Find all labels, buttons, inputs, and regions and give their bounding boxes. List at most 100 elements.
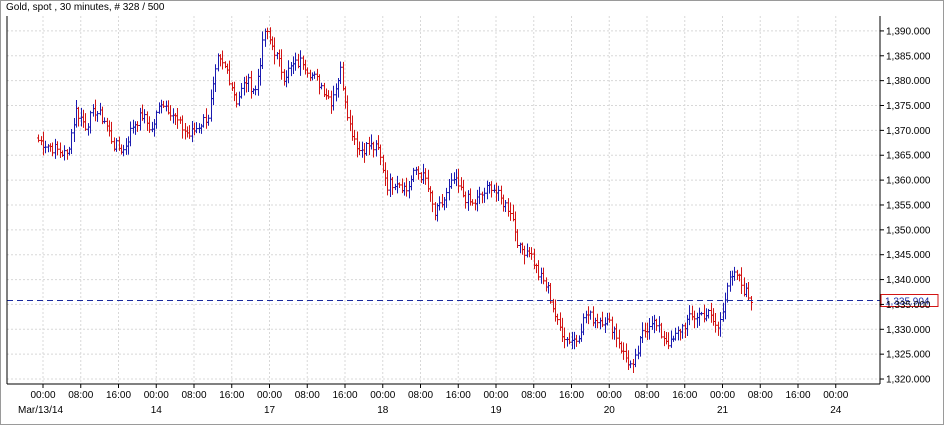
ohlc-bar (405, 177, 408, 197)
ohlc-bar (379, 144, 382, 166)
ohlc-bar (247, 73, 250, 92)
ohlc-bar (110, 121, 113, 144)
x-tick-label: 08:00 (634, 390, 659, 401)
x-tick-label: 00:00 (144, 390, 169, 401)
ohlc-bar (445, 187, 448, 208)
ohlc-bar (629, 360, 632, 369)
y-tick-label: 1,340.000 (886, 275, 931, 286)
ohlc-bar (299, 50, 302, 76)
ohlc-bar (674, 327, 677, 341)
ohlc-bar (332, 85, 335, 111)
y-tick-label: 1,350.000 (886, 225, 931, 236)
ohlc-bar (747, 281, 750, 301)
ohlc-bar (280, 49, 283, 80)
ohlc-bar (51, 142, 54, 157)
ohlc-bar (391, 177, 394, 195)
ohlc-bar (509, 202, 512, 221)
ohlc-bar (129, 121, 132, 147)
ohlc-bar (254, 85, 257, 96)
ohlc-bar (542, 267, 545, 285)
ohlc-bar (327, 90, 330, 100)
ohlc-bar (634, 348, 637, 368)
ohlc-bar (556, 313, 559, 325)
ohlc-bar (707, 308, 710, 319)
ohlc-bar (504, 199, 507, 212)
ohlc-bar (162, 100, 165, 109)
x-tick-label: 16:00 (219, 390, 244, 401)
x-day-label: 18 (377, 405, 389, 416)
ohlc-bar (294, 52, 297, 71)
ohlc-bar (450, 173, 453, 189)
ohlc-bar (398, 182, 401, 189)
x-tick-label: 00:00 (597, 390, 622, 401)
ohlc-bar (478, 186, 481, 205)
y-tick-label: 1,375.000 (886, 101, 931, 112)
ohlc-bar (77, 106, 80, 127)
ohlc-bar (287, 60, 290, 84)
y-tick-label: 1,390.000 (886, 26, 931, 37)
x-tick-label: 16:00 (106, 390, 131, 401)
ohlc-bar (320, 82, 323, 90)
ohlc-bar (155, 110, 158, 129)
ohlc-bar (136, 121, 139, 132)
y-tick-label: 1,380.000 (886, 76, 931, 87)
y-tick-label: 1,335.000 (886, 300, 931, 311)
x-day-label: 14 (151, 405, 163, 416)
ohlc-bar (537, 260, 540, 281)
current-price-line: 1,335.904 (7, 294, 939, 308)
ohlc-bar (719, 312, 722, 337)
ohlc-bar (438, 196, 441, 211)
ohlc-bar (358, 141, 361, 156)
x-day-label: 19 (490, 405, 502, 416)
ohlc-bar (202, 114, 205, 128)
y-tick-label: 1,330.000 (886, 325, 931, 336)
ohlc-bar (733, 266, 736, 281)
ohlc-bar (483, 187, 486, 203)
ohlc-bar (693, 310, 696, 329)
ohlc-bar (372, 141, 375, 158)
x-tick-label: 16:00 (672, 390, 697, 401)
ohlc-bar (750, 296, 753, 311)
ohlc-bar (89, 110, 92, 134)
ohlc-bar (235, 92, 238, 108)
x-day-label: 24 (830, 405, 842, 416)
ohlc-bar (641, 322, 644, 343)
y-tick-label: 1,365.000 (886, 151, 931, 162)
x-tick-label: 00:00 (257, 390, 282, 401)
ohlc-bar (188, 125, 191, 139)
x-tick-label: 16:00 (559, 390, 584, 401)
ohlc-bar (589, 310, 592, 320)
ohlc-bar (660, 322, 663, 339)
x-day-label: 20 (604, 405, 616, 416)
x-tick-label: 08:00 (181, 390, 206, 401)
ohlc-bar (700, 311, 703, 316)
x-tick-label: 08:00 (521, 390, 546, 401)
ohlc-bar (424, 168, 427, 185)
ohlc-bar (412, 167, 415, 183)
y-tick-label: 1,385.000 (886, 51, 931, 62)
ohlc-bar (365, 141, 368, 156)
ohlc-bar (431, 190, 434, 213)
ohlc-bar (195, 122, 198, 134)
ohlc-bar (214, 64, 217, 93)
ohlc-bar (615, 323, 618, 348)
ohlc-bar (667, 332, 670, 350)
x-day-label: 21 (717, 405, 729, 416)
ohlc-bar (601, 311, 604, 328)
ohlc-bar (568, 332, 571, 345)
ohlc-bar (44, 140, 47, 154)
ohlc-bar (70, 128, 73, 155)
ohlc-bar (103, 117, 106, 124)
chart-title: Gold, spot , 30 minutes, # 328 / 500 (6, 2, 165, 13)
ohlc-bar (648, 317, 651, 340)
current-price-box (880, 294, 939, 307)
ohlc-bar (266, 27, 269, 40)
ohlc-bar (575, 334, 578, 347)
y-tick-label: 1,325.000 (886, 350, 931, 361)
x-tick-label: 00:00 (823, 390, 848, 401)
x-tick-label: 16:00 (785, 390, 810, 401)
ohlc-bar (530, 247, 533, 260)
x-day-label: 17 (264, 405, 276, 416)
